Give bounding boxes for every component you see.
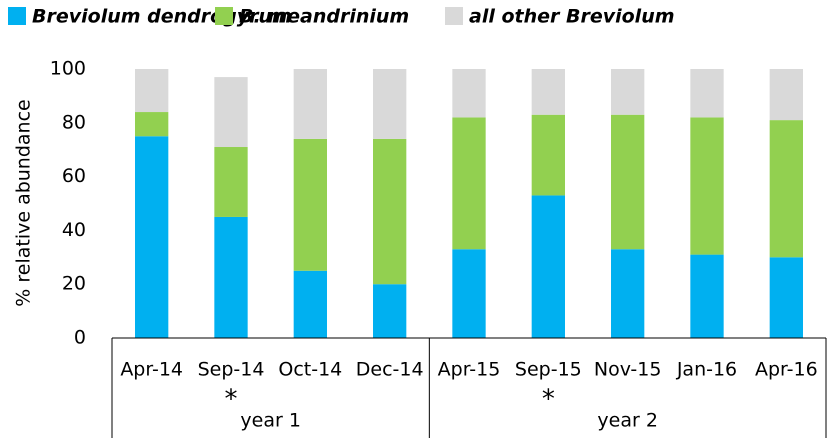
group-label: year 1 — [240, 410, 301, 432]
annotation: * — [225, 385, 238, 415]
bar-segment — [135, 112, 169, 137]
bar-segment — [135, 69, 169, 113]
legend-swatch — [215, 7, 233, 25]
bar-segment — [214, 216, 248, 338]
group-label: year 2 — [597, 410, 658, 432]
y-tick-label: 60 — [62, 165, 86, 187]
bar-segment — [214, 77, 248, 148]
bar-segment — [373, 69, 407, 139]
bar-segment — [214, 147, 248, 217]
bar-segment — [690, 69, 724, 118]
bar-segment — [373, 138, 407, 285]
bar-segment — [769, 69, 803, 121]
bar-segment — [531, 195, 565, 338]
bar-segment — [452, 249, 486, 338]
x-tick-label: Apr-15 — [438, 359, 501, 381]
bar-segment — [531, 114, 565, 196]
y-tick-label: 100 — [50, 58, 86, 80]
bar-segment — [611, 249, 645, 338]
bar-segment — [135, 136, 169, 338]
x-tick-label: Sep-15 — [515, 359, 582, 381]
bar-segment — [769, 120, 803, 258]
y-tick-label: 80 — [62, 111, 86, 133]
legend-label: B. meandrinium — [239, 6, 409, 28]
x-tick-label: Sep-14 — [198, 359, 265, 381]
x-tick-label: Apr-16 — [755, 359, 818, 381]
bar-segment — [373, 284, 407, 338]
x-tick-label: Jan-16 — [676, 359, 737, 381]
y-axis-label: % relative abundance — [13, 99, 35, 306]
bar-segment — [690, 254, 724, 338]
annotation: * — [542, 385, 555, 415]
bar-segment — [452, 69, 486, 118]
x-tick-label: Apr-14 — [120, 359, 183, 381]
bar-segment — [452, 117, 486, 250]
bar-segment — [769, 257, 803, 338]
y-tick-label: 40 — [62, 219, 86, 241]
bar-segment — [611, 114, 645, 250]
legend-swatch — [8, 7, 26, 25]
bar-segment — [293, 138, 327, 271]
bar-segment — [293, 270, 327, 338]
bar-segment — [611, 69, 645, 115]
x-tick-label: Nov-15 — [594, 359, 662, 381]
x-tick-label: Oct-14 — [278, 359, 342, 381]
bar-segment — [293, 69, 327, 139]
bar-segment — [531, 69, 565, 115]
legend-swatch — [445, 7, 463, 25]
x-tick-label: Dec-14 — [356, 359, 424, 381]
bar-segment — [690, 117, 724, 255]
y-tick-label: 0 — [74, 327, 86, 349]
y-tick-label: 20 — [62, 273, 86, 295]
legend-label: all other Breviolum — [469, 6, 675, 28]
